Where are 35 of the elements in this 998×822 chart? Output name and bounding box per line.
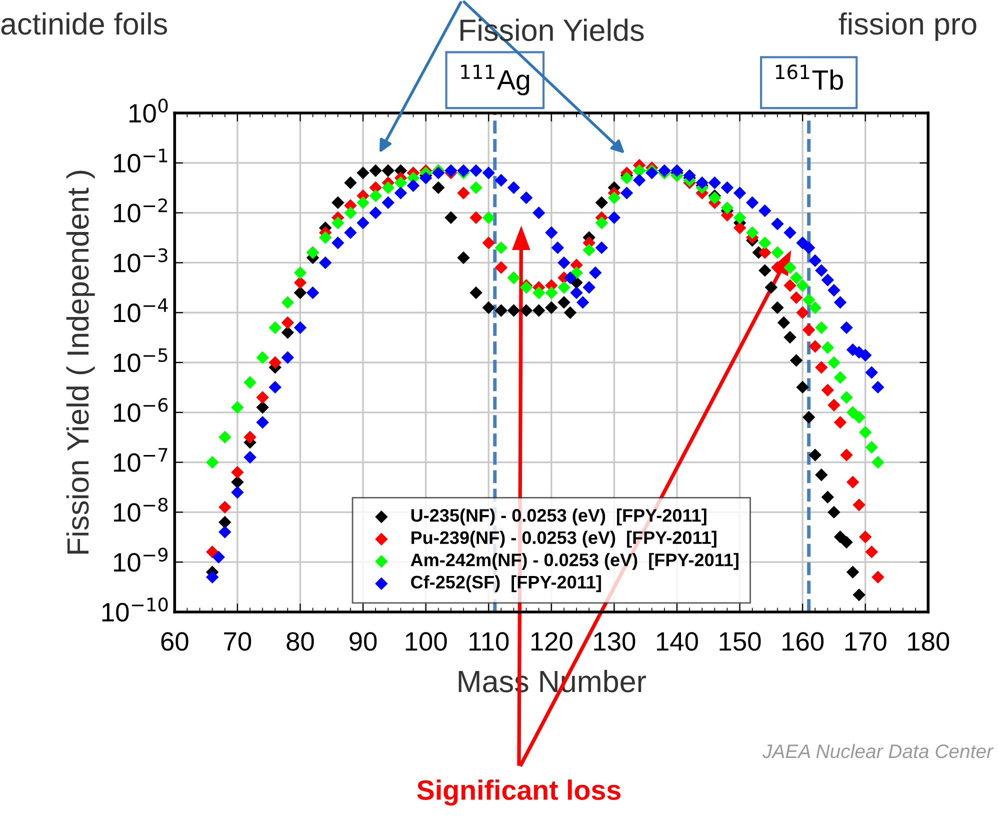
- legend-label: Pu-239(NF) - 0.0253 (eV) [FPY-2011]: [412, 530, 716, 548]
- y-tick-label: 10$^{−1}$: [114, 148, 168, 173]
- x-tick-label: 180: [908, 632, 950, 651]
- text: fission pro: [838, 12, 976, 41]
- y-tick-label: 10$^{−9}$: [114, 548, 168, 572]
- text: actinide foils: [1, 12, 168, 35]
- x-tick-label: 70: [224, 632, 252, 651]
- y-tick-label: 10$^{−10}$: [102, 598, 168, 622]
- x-tick-label: 130: [594, 632, 636, 651]
- legend-label: U-235(NF) - 0.0253 (eV) [FPY-2011]: [411, 508, 706, 526]
- y-tick-label: 10$^{−4}$: [114, 298, 168, 322]
- y-tick-label: 10$^{−3}$: [114, 248, 168, 272]
- x-tick-label: 160: [782, 632, 824, 651]
- x-tick-label: 60: [161, 632, 188, 651]
- ref-line-label: $^{111}$Ag: [461, 64, 530, 96]
- x-tick-label: 90: [350, 632, 377, 651]
- x-tick-label: 120: [531, 632, 572, 651]
- x-tick-label: 110: [470, 632, 509, 651]
- x-tick-label: 100: [406, 632, 447, 651]
- y-tick-label: 10$^{−7}$: [114, 448, 168, 472]
- x-tick-label: 140: [656, 632, 698, 651]
- ref-line-label: $^{161}$Tb: [776, 64, 843, 90]
- text: JAEA Nuclear Data Center: [762, 744, 994, 758]
- y-tick-label: 10$^{−6}$: [114, 398, 168, 422]
- x-tick-label: 150: [720, 632, 761, 651]
- x-tick-label: 170: [845, 632, 886, 651]
- y-tick-label: 10$^{−2}$: [114, 198, 167, 222]
- y-tick-label: 10$^{−5}$: [114, 348, 168, 372]
- y-tick-label: 10$^{0}$: [130, 98, 168, 123]
- y-tick-label: 10$^{−8}$: [114, 498, 168, 522]
- legend-label: Am-242m(NF) - 0.0253 (eV) [FPY-2011]: [410, 553, 738, 570]
- text: Significant loss: [417, 780, 620, 806]
- x-tick-label: 80: [286, 632, 314, 651]
- y-axis-title: Fission Yield ( Independent ): [66, 170, 95, 554]
- legend-label: Cf-252(SF) [FPY-2011]: [411, 575, 601, 592]
